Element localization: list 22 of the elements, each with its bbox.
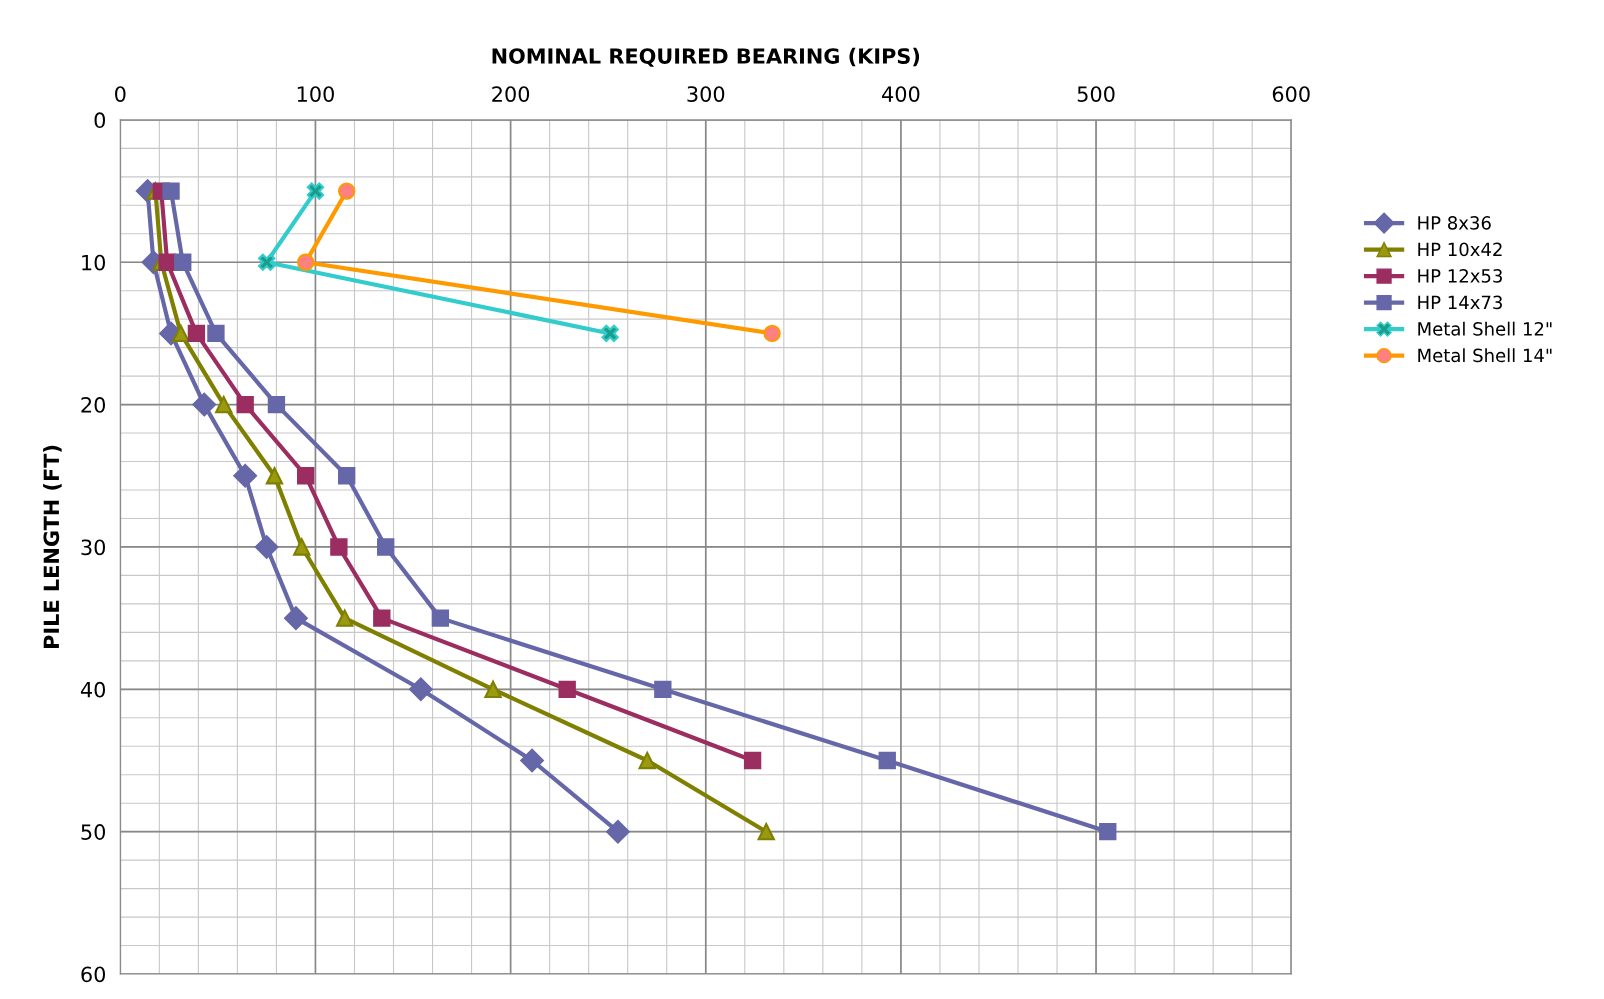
x-tick-label: 600 [1272, 86, 1310, 102]
legend-label: HP 8x36 [1418, 216, 1491, 230]
y-tick-label: 10 [82, 254, 106, 271]
y-tick-label: 60 [81, 966, 106, 983]
x-tick-label: 100 [297, 86, 334, 102]
y-tick-label: 40 [80, 681, 106, 698]
x-tick-label: 0 [115, 86, 126, 102]
x-axis-title: NOMINAL REQUIRED BEARING (KIPS) [492, 47, 920, 67]
legend-label: HP 10x42 [1418, 242, 1502, 257]
y-axis-title: PILE LENGTH (FT) [43, 445, 62, 648]
y-tick-label: 50 [81, 824, 106, 840]
legend-label: Metal Shell 12" [1418, 321, 1552, 336]
legend-label: HP 14x73 [1418, 295, 1502, 310]
legend-label: HP 12x53 [1418, 269, 1502, 283]
x-tick-label: 400 [882, 86, 920, 102]
x-tick-label: 200 [492, 86, 530, 102]
y-tick-label: 0 [94, 112, 106, 129]
legend-label: Metal Shell 14" [1418, 348, 1552, 363]
y-tick-label: 20 [81, 397, 106, 413]
x-tick-label: 500 [1077, 86, 1115, 102]
y-tick-label: 30 [81, 539, 106, 556]
x-tick-label: 300 [687, 86, 725, 102]
